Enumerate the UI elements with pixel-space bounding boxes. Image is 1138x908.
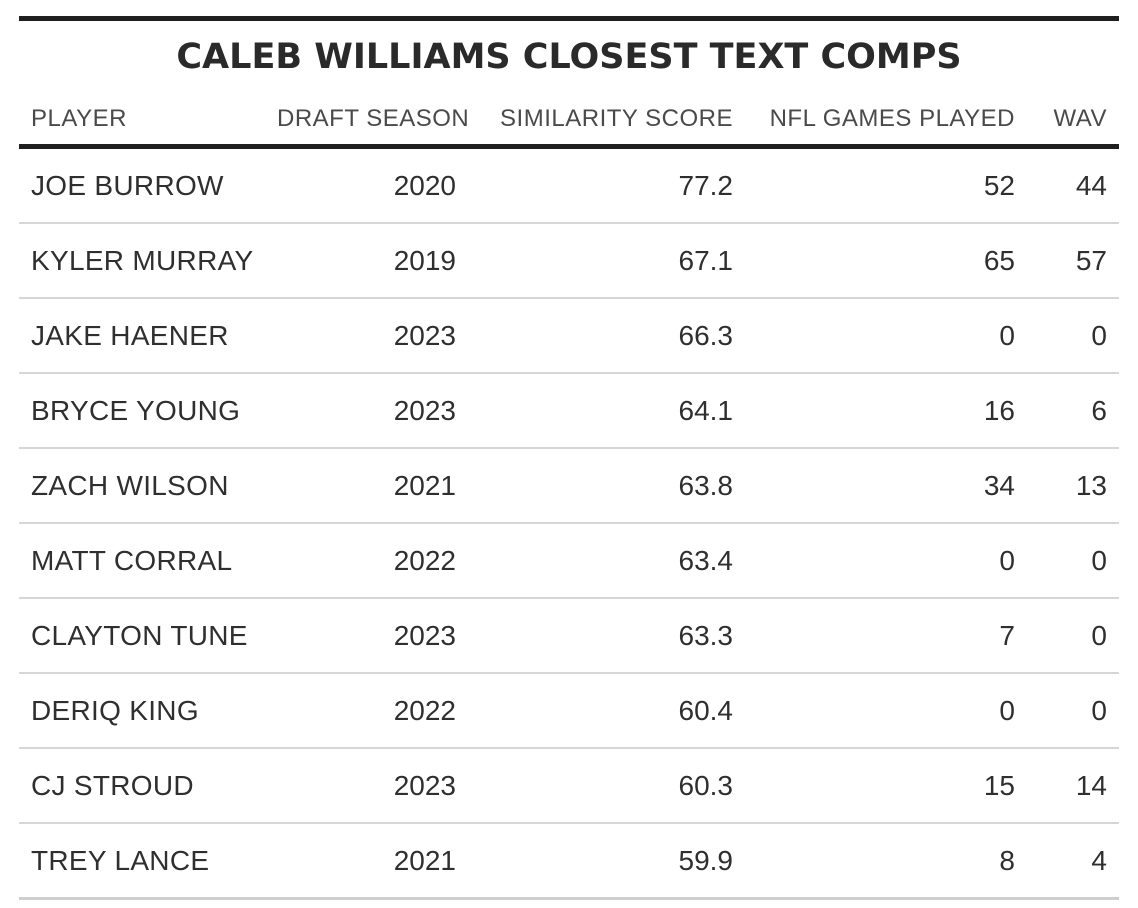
cell-player: JOE BURROW <box>19 146 265 224</box>
cell-wav: 13 <box>1027 448 1119 524</box>
cell-wav: 4 <box>1027 823 1119 900</box>
header-draft-season: DRAFT SEASON <box>265 94 469 149</box>
cell-wav: 0 <box>1027 598 1119 674</box>
header-row: PLAYER DRAFT SEASON SIMILARITY SCORE NFL… <box>19 94 1119 149</box>
cell-similarity-score: 67.1 <box>468 223 745 299</box>
cell-player: JAKE HAENER <box>19 298 265 374</box>
cell-similarity-score: 63.3 <box>468 598 745 674</box>
cell-draft-season: 2020 <box>265 146 468 224</box>
cell-player: DERIQ KING <box>19 673 265 749</box>
cell-nfl-games-played: 0 <box>745 298 1027 374</box>
cell-nfl-games-played: 34 <box>745 448 1027 524</box>
table-row: MATT CORRAL 2022 63.4 0 0 <box>19 523 1119 599</box>
cell-nfl-games-played: 7 <box>745 598 1027 674</box>
cell-similarity-score: 59.9 <box>468 823 745 900</box>
table-row: CJ STROUD 2023 60.3 15 14 <box>19 748 1119 824</box>
comps-table: PLAYER DRAFT SEASON SIMILARITY SCORE NFL… <box>19 94 1119 900</box>
cell-player: CJ STROUD <box>19 748 265 824</box>
cell-player: KYLER MURRAY <box>19 223 265 299</box>
cell-player: CLAYTON TUNE <box>19 598 265 674</box>
cell-nfl-games-played: 52 <box>745 146 1027 224</box>
cell-draft-season: 2022 <box>265 673 468 749</box>
header-player: PLAYER <box>19 94 265 149</box>
cell-wav: 0 <box>1027 298 1119 374</box>
top-rule <box>19 16 1119 21</box>
cell-player: MATT CORRAL <box>19 523 265 599</box>
cell-nfl-games-played: 0 <box>745 523 1027 599</box>
table-row: DERIQ KING 2022 60.4 0 0 <box>19 673 1119 749</box>
header-nfl-games-played: NFL GAMES PLAYED <box>745 94 1027 149</box>
cell-draft-season: 2019 <box>265 223 468 299</box>
comps-table-figure: CALEB WILLIAMS CLOSEST TEXT COMPS PLAYER… <box>19 16 1119 900</box>
cell-draft-season: 2023 <box>265 748 468 824</box>
table-row: ZACH WILSON 2021 63.8 34 13 <box>19 448 1119 524</box>
cell-player: ZACH WILSON <box>19 448 265 524</box>
cell-wav: 14 <box>1027 748 1119 824</box>
header-wav: WAV <box>1027 94 1119 149</box>
table-row: KYLER MURRAY 2019 67.1 65 57 <box>19 223 1119 299</box>
table-row: JAKE HAENER 2023 66.3 0 0 <box>19 298 1119 374</box>
cell-draft-season: 2022 <box>265 523 468 599</box>
cell-draft-season: 2021 <box>265 823 468 900</box>
cell-draft-season: 2023 <box>265 298 468 374</box>
cell-similarity-score: 60.3 <box>468 748 745 824</box>
cell-similarity-score: 66.3 <box>468 298 745 374</box>
cell-nfl-games-played: 8 <box>745 823 1027 900</box>
table-row: BRYCE YOUNG 2023 64.1 16 6 <box>19 373 1119 449</box>
header-similarity-score: SIMILARITY SCORE <box>468 94 745 149</box>
table-row: CLAYTON TUNE 2023 63.3 7 0 <box>19 598 1119 674</box>
table-title: CALEB WILLIAMS CLOSEST TEXT COMPS <box>176 37 962 77</box>
cell-wav: 44 <box>1027 146 1119 224</box>
table-body: JOE BURROW 2020 77.2 52 44 KYLER MURRAY 2019 67… <box>19 146 1119 900</box>
table-row: TREY LANCE 2021 59.9 8 4 <box>19 823 1119 900</box>
cell-player: BRYCE YOUNG <box>19 373 265 449</box>
cell-similarity-score: 63.4 <box>468 523 745 599</box>
cell-draft-season: 2021 <box>265 448 468 524</box>
table-row: JOE BURROW 2020 77.2 52 44 <box>19 146 1119 224</box>
cell-similarity-score: 63.8 <box>468 448 745 524</box>
cell-similarity-score: 60.4 <box>468 673 745 749</box>
cell-nfl-games-played: 65 <box>745 223 1027 299</box>
cell-similarity-score: 64.1 <box>468 373 745 449</box>
cell-wav: 0 <box>1027 523 1119 599</box>
cell-draft-season: 2023 <box>265 373 468 449</box>
cell-wav: 57 <box>1027 223 1119 299</box>
cell-wav: 0 <box>1027 673 1119 749</box>
cell-nfl-games-played: 0 <box>745 673 1027 749</box>
cell-nfl-games-played: 15 <box>745 748 1027 824</box>
cell-wav: 6 <box>1027 373 1119 449</box>
cell-nfl-games-played: 16 <box>745 373 1027 449</box>
cell-draft-season: 2023 <box>265 598 468 674</box>
cell-player: TREY LANCE <box>19 823 265 900</box>
cell-similarity-score: 77.2 <box>468 146 745 224</box>
